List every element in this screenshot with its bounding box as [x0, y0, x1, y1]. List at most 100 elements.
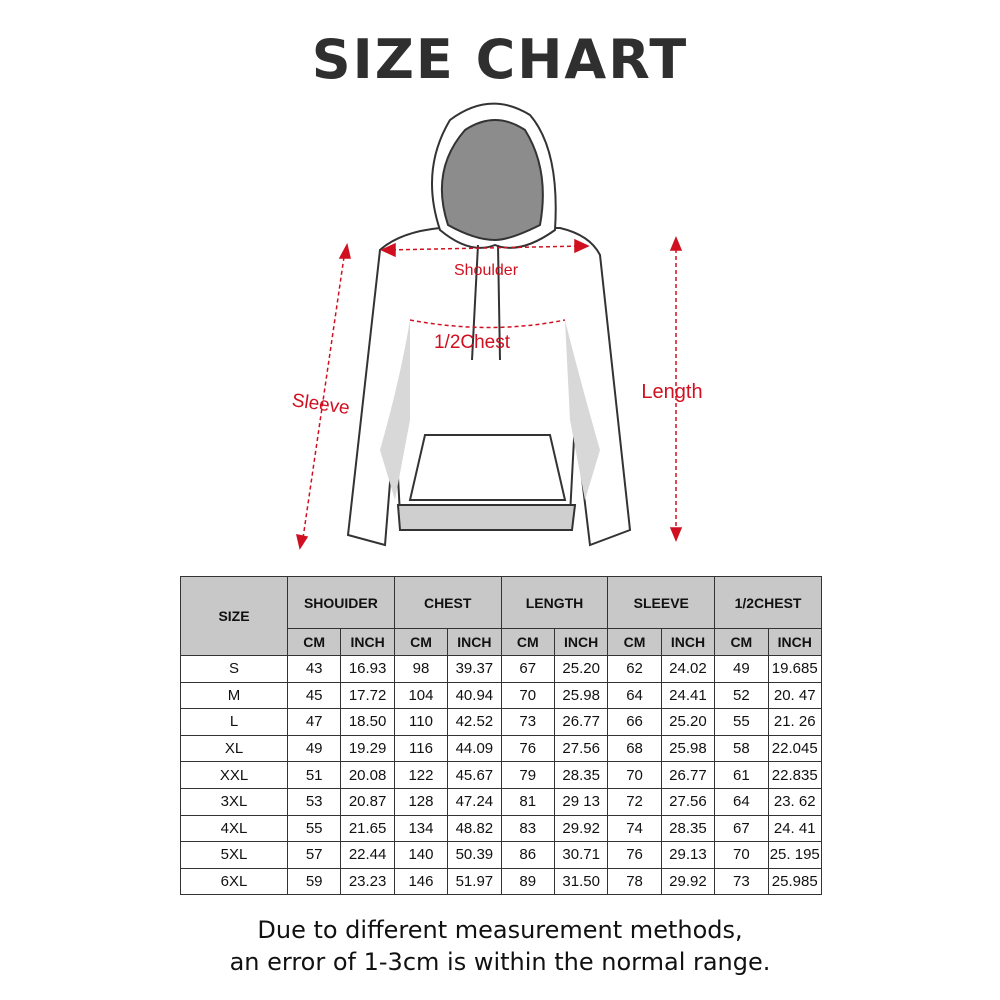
value-cell: 29.92 [553, 814, 609, 843]
shoulder-label: Shoulder [454, 262, 519, 279]
value-cell: 47 [286, 708, 342, 736]
value-cell: 58 [714, 734, 769, 763]
value-cell: 25. 195 [767, 841, 822, 869]
value-cell: 23. 62 [767, 787, 822, 816]
size-table: SIZE SHOUIDER CHEST LENGTH SLEEVE 1/2CHE… [180, 576, 822, 896]
value-cell: 43 [286, 655, 342, 683]
value-cell: 20. 47 [767, 681, 822, 710]
unit-header: INCH [553, 628, 609, 656]
value-cell: 81 [500, 787, 555, 816]
value-cell: 44.09 [447, 734, 502, 763]
value-cell: 25.98 [553, 681, 609, 710]
chest-label: 1/2Chest [434, 332, 511, 353]
value-cell: 89 [500, 867, 555, 896]
size-cell: XL [180, 734, 288, 763]
value-cell: 76 [500, 734, 555, 763]
measurement-note: Due to different measurement methods, an… [0, 914, 1000, 978]
value-cell: 22.835 [767, 761, 822, 789]
value-cell: 39.37 [447, 655, 502, 683]
value-cell: 25.20 [660, 708, 716, 736]
unit-header: CM [607, 628, 662, 656]
value-cell: 146 [393, 867, 449, 896]
value-cell: 19.685 [767, 655, 822, 683]
value-cell: 122 [393, 761, 449, 789]
value-cell: 25.985 [767, 867, 822, 896]
value-cell: 59 [286, 867, 342, 896]
value-cell: 16.93 [340, 655, 395, 683]
value-cell: 79 [500, 761, 555, 789]
size-cell: M [180, 681, 288, 710]
note-line: an error of 1-3cm is within the normal r… [229, 948, 771, 976]
unit-header: CM [286, 628, 342, 656]
unit-header: CM [393, 628, 449, 656]
value-cell: 45 [286, 681, 342, 710]
table-row: M 45 17.72 104 40.94 70 25.98 64 24.41 52 20. 47 [180, 681, 822, 710]
value-cell: 19.29 [340, 734, 395, 763]
hoodie-diagram: Shoulder 1/2Chest Sleeve Length [291, 102, 703, 550]
value-cell: 110 [393, 708, 449, 736]
sleeve-label: Sleeve [291, 390, 351, 419]
group-header: SHOUIDER [287, 576, 395, 629]
value-cell: 20.08 [340, 761, 395, 789]
size-cell: S [180, 655, 288, 683]
group-header: LENGTH [500, 576, 609, 629]
value-cell: 27.56 [660, 787, 716, 816]
value-cell: 74 [607, 814, 662, 843]
value-cell: 57 [286, 841, 342, 869]
group-header: 1/2CHEST [714, 576, 822, 629]
value-cell: 55 [286, 814, 342, 843]
value-cell: 24.41 [660, 681, 716, 710]
value-cell: 98 [393, 655, 449, 683]
value-cell: 72 [607, 787, 662, 816]
size-cell: XXL [180, 761, 288, 789]
value-cell: 140 [393, 841, 449, 869]
value-cell: 29.13 [660, 841, 716, 869]
size-cell: 3XL [180, 787, 288, 816]
value-cell: 128 [393, 787, 449, 816]
value-cell: 18.50 [340, 708, 395, 736]
value-cell: 24. 41 [767, 814, 822, 843]
table-row: L 47 18.50 110 42.52 73 26.77 66 25.20 55 21. 26 [180, 708, 822, 736]
value-cell: 27.56 [553, 734, 609, 763]
value-cell: 83 [500, 814, 555, 843]
note-line: Due to different measurement methods, [257, 916, 743, 944]
value-cell: 29.92 [660, 867, 716, 896]
size-cell: 4XL [180, 814, 288, 843]
value-cell: 104 [393, 681, 449, 710]
value-cell: 42.52 [447, 708, 502, 736]
value-cell: 22.44 [340, 841, 395, 869]
value-cell: 51.97 [447, 867, 502, 896]
value-cell: 61 [714, 761, 769, 789]
value-cell: 31.50 [553, 867, 609, 896]
group-header: SLEEVE [607, 576, 716, 629]
table-row: 4XL 55 21.65 134 48.82 83 29.92 74 28.35 67 24. 41 [180, 814, 822, 843]
value-cell: 62 [607, 655, 662, 683]
value-cell: 22.045 [767, 734, 822, 763]
value-cell: 67 [500, 655, 555, 683]
table-row: S 43 16.93 98 39.37 67 25.20 62 24.02 49 19.685 [180, 655, 822, 683]
value-cell: 26.77 [553, 708, 609, 736]
hoodie-illustration [346, 102, 632, 547]
value-cell: 48.82 [447, 814, 502, 843]
value-cell: 52 [714, 681, 769, 710]
table-row: 3XL 53 20.87 128 47.24 81 29 13 72 27.56 64 23. 62 [180, 787, 822, 816]
value-cell: 26.77 [660, 761, 716, 789]
value-cell: 68 [607, 734, 662, 763]
value-cell: 29 13 [553, 787, 609, 816]
value-cell: 28.35 [553, 761, 609, 789]
value-cell: 20.87 [340, 787, 395, 816]
value-cell: 24.02 [660, 655, 716, 683]
value-cell: 45.67 [447, 761, 502, 789]
size-header: SIZE [180, 576, 288, 656]
value-cell: 78 [607, 867, 662, 896]
value-cell: 53 [286, 787, 342, 816]
size-cell: L [180, 708, 288, 736]
value-cell: 64 [714, 787, 769, 816]
value-cell: 67 [714, 814, 769, 843]
table-row: XL 49 19.29 116 44.09 76 27.56 68 25.98 58 22.045 [180, 734, 822, 763]
value-cell: 86 [500, 841, 555, 869]
size-cell: 6XL [180, 867, 288, 896]
value-cell: 17.72 [340, 681, 395, 710]
value-cell: 49 [714, 655, 769, 683]
value-cell: 30.71 [553, 841, 609, 869]
